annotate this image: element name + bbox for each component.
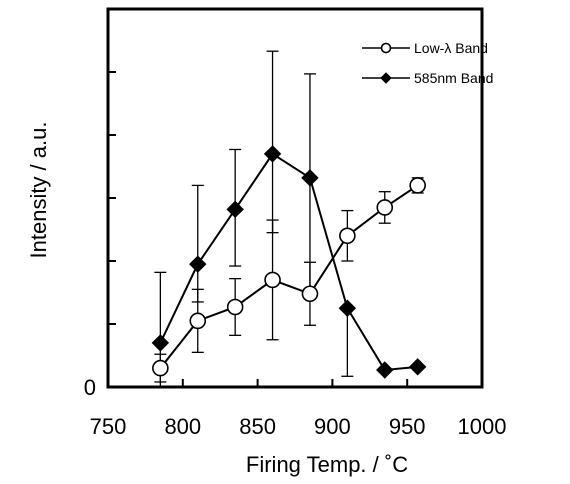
x-axis-label: Firing Temp. / ˚C: [246, 452, 408, 477]
x-tick-label: 850: [239, 414, 276, 439]
x-ticks: 750 800 850 900 950 1000: [90, 379, 507, 439]
data-point-series1: [264, 271, 281, 289]
legend-label: 585nm Band: [414, 70, 493, 86]
data-point-series1: [409, 177, 426, 194]
y-axis-label: Intensity / a.u.: [26, 122, 51, 259]
x-tick-label: 800: [164, 414, 201, 439]
y-tick-label: 0: [84, 375, 96, 400]
error-bars: [154, 50, 424, 388]
legend-label: Low-λ Band: [414, 40, 488, 56]
data-point-series1: [226, 298, 244, 316]
series-line-2: [159, 152, 418, 372]
y-ticks: 0: [84, 71, 116, 400]
plot-frame: [106, 7, 484, 389]
x-tick-label: 1000: [458, 414, 507, 439]
legend-marker: [380, 72, 392, 84]
data-point-series1: [339, 227, 356, 245]
data-point-series1: [376, 199, 394, 216]
data-point-series2: [376, 361, 394, 379]
data-point-series1: [301, 285, 319, 303]
data-point-series2: [301, 169, 319, 187]
data-point-series2: [338, 299, 357, 317]
x-tick-label: 900: [314, 414, 351, 439]
data-point-series1: [189, 312, 207, 330]
data-point-series2: [226, 200, 244, 219]
series-markers: [151, 145, 427, 379]
data-point-series1: [152, 359, 169, 377]
legend: Low-λ Band 585nm Band: [362, 40, 493, 86]
data-point-series2: [189, 255, 207, 273]
x-tick-label: 950: [389, 414, 426, 439]
data-point-series2: [151, 334, 170, 352]
data-point-series2: [408, 358, 427, 376]
data-point-series2: [263, 145, 282, 163]
legend-marker: [380, 42, 392, 54]
x-tick-label: 750: [90, 414, 127, 439]
